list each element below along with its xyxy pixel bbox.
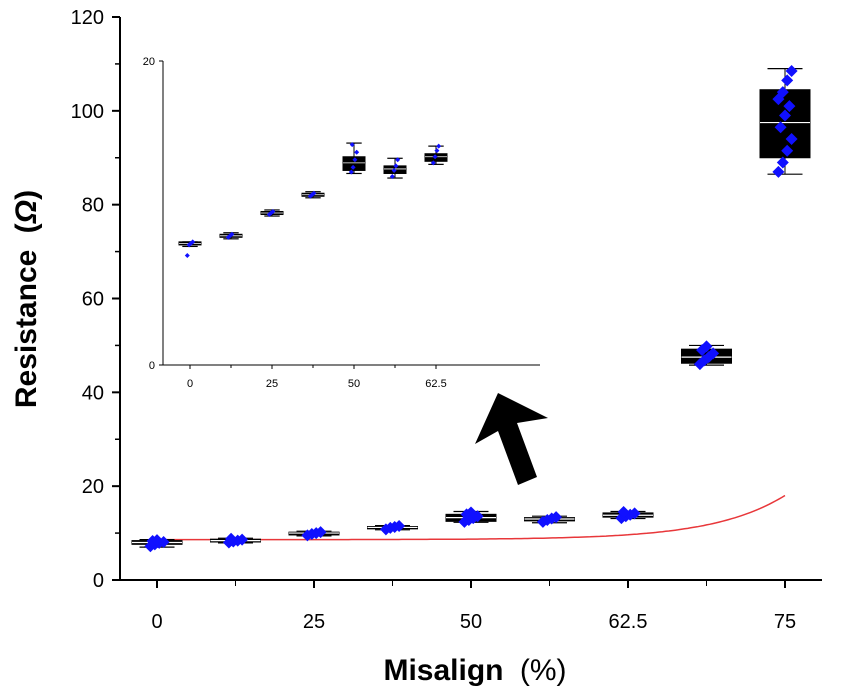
inset-data-point xyxy=(391,167,397,173)
main-box-group xyxy=(210,532,261,549)
y-axis-title-unit-close: ) xyxy=(10,190,43,200)
inset-data-point xyxy=(436,143,442,149)
x-axis-title-text: Misalign xyxy=(383,654,503,687)
main-x-ticks: 0 25 50 62.5 75 xyxy=(151,580,796,633)
y-axis-title: Resistance (Ω) xyxy=(10,190,43,408)
main-data-point xyxy=(785,64,798,77)
main-box-group xyxy=(288,526,340,542)
inset-x-tick-label: 25 xyxy=(266,378,278,390)
main-x-tick-label: 50 xyxy=(460,611,482,633)
inset-box-group xyxy=(219,231,243,240)
main-data-point xyxy=(776,156,789,169)
main-box-group xyxy=(131,534,183,553)
main-data-point xyxy=(225,532,238,545)
inset-data-point xyxy=(354,149,360,155)
main-y-ticks: 0 20 40 60 80 100 120 xyxy=(71,7,120,592)
inset-box-group xyxy=(301,190,325,199)
main-data-point xyxy=(550,511,563,524)
inset-x-ticks: 0 25 50 62.5 xyxy=(187,365,447,390)
main-y-tick-label: 60 xyxy=(82,289,104,311)
inset-data-point xyxy=(430,160,436,166)
main-x-tick-label: 0 xyxy=(151,611,162,633)
main-y-tick-label: 120 xyxy=(71,7,104,29)
y-axis-title-unit-symbol: Ω xyxy=(10,200,43,224)
inset-data-point xyxy=(350,164,356,170)
main-data-point xyxy=(781,144,794,157)
x-axis-title-unit: (%) xyxy=(520,654,567,687)
inset-x-tick-label: 50 xyxy=(348,378,360,390)
inset-x-tick-label: 0 xyxy=(187,378,193,390)
main-x-tick-label: 25 xyxy=(303,611,325,633)
main-data-point xyxy=(774,121,787,134)
inset-data-point xyxy=(352,157,358,163)
inset-data-point xyxy=(434,148,440,154)
main-data-point xyxy=(465,506,477,519)
inset-y-tick-label: 0 xyxy=(149,360,155,372)
main-box-group xyxy=(681,340,732,371)
inset-data-point xyxy=(184,253,190,259)
main-box xyxy=(759,89,811,159)
inset-box-group xyxy=(383,157,407,180)
main-y-tick-label: 0 xyxy=(93,570,104,592)
inset-data-point xyxy=(349,142,355,148)
inset-box xyxy=(342,156,366,171)
main-data-point xyxy=(781,74,794,87)
main-data-point xyxy=(236,533,249,546)
inset-data-point xyxy=(190,239,196,245)
y-axis-title-text: Resistance xyxy=(10,250,43,408)
inset-plot: 0 20 0 25 50 62.5 xyxy=(143,56,540,390)
inset-y-ticks: 0 20 xyxy=(143,56,163,372)
main-y-tick-label: 80 xyxy=(82,195,104,217)
main-box-group xyxy=(759,64,811,178)
main-data-point xyxy=(779,109,791,122)
x-axis-title: Misalign (%) xyxy=(383,654,566,687)
inset-data-point xyxy=(432,154,438,160)
main-data-point xyxy=(314,526,327,539)
main-data-point xyxy=(785,132,798,145)
main-y-tick-label: 40 xyxy=(82,382,104,404)
main-data-point xyxy=(617,505,630,518)
main-y-tick-label: 20 xyxy=(82,476,104,498)
main-data-point xyxy=(700,340,713,353)
fit-curve xyxy=(157,494,786,541)
inset-box-group xyxy=(260,208,284,218)
main-box-group xyxy=(602,505,654,525)
main-x-tick-label: 62.5 xyxy=(609,611,648,633)
main-y-tick-label: 100 xyxy=(71,101,104,123)
inset-boxes xyxy=(178,142,448,259)
main-data-point xyxy=(628,507,641,520)
inset-data-point xyxy=(311,190,317,196)
inset-data-point xyxy=(348,169,354,175)
main-data-point xyxy=(151,534,163,547)
inset-data-point xyxy=(270,208,276,214)
main-data-point xyxy=(783,100,796,113)
inset-box-group xyxy=(342,142,366,175)
main-box-group xyxy=(445,506,497,528)
main-data-point xyxy=(776,86,789,99)
inset-box-group xyxy=(424,143,448,166)
main-x-tick-label: 75 xyxy=(774,611,796,633)
main-box-group xyxy=(524,511,575,528)
arrow-icon xyxy=(475,393,548,485)
main-boxes xyxy=(131,64,811,553)
main-data-point xyxy=(707,347,720,360)
main-box-group xyxy=(367,520,418,536)
inset-box-group xyxy=(178,239,202,259)
inset-y-tick-label: 20 xyxy=(143,56,155,68)
main-data-point xyxy=(772,165,785,178)
inset-x-tick-label: 62.5 xyxy=(425,378,446,390)
inset-data-point xyxy=(229,231,235,237)
inset-data-point xyxy=(393,163,399,169)
inset-data-point xyxy=(395,157,401,163)
main-data-point xyxy=(393,520,406,533)
main-plot: 0 20 40 60 80 100 120 0 25 50 62.5 75 xyxy=(71,7,822,633)
y-axis-title-unit-open: ( xyxy=(10,223,43,233)
inset-data-point xyxy=(389,174,395,180)
